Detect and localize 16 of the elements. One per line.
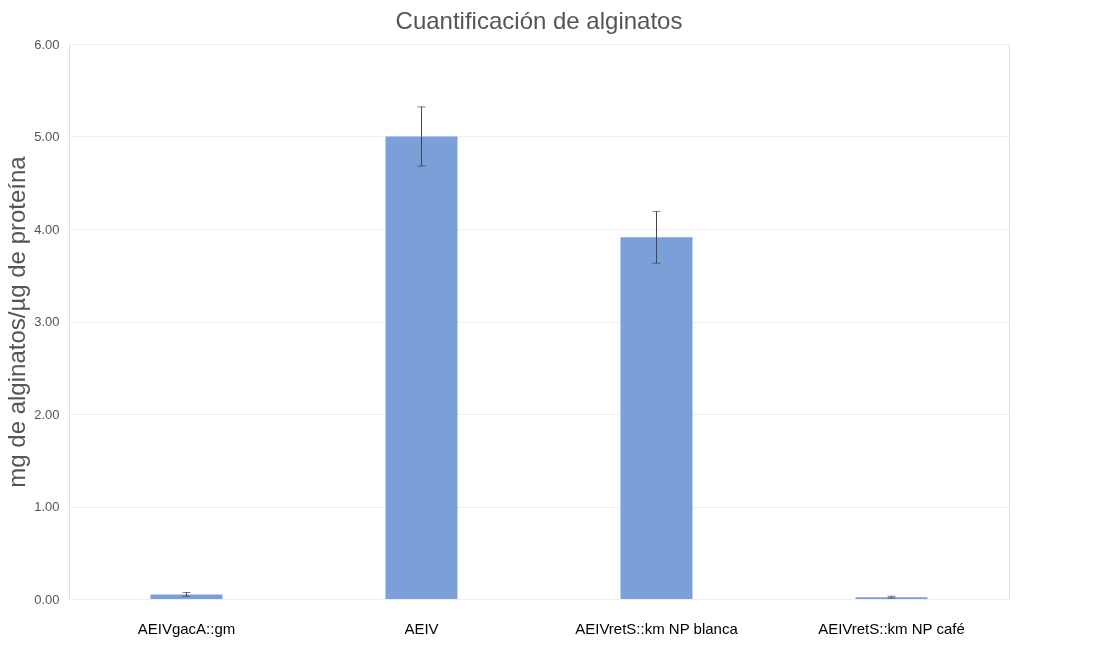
y-tick-label: 0.00 (34, 591, 60, 607)
bar (620, 237, 693, 599)
chart-title: Cuantificación de alginatos (395, 7, 683, 34)
y-tick-label: 5.00 (34, 129, 60, 144)
bar (150, 594, 223, 599)
x-tick-label: AEIV (404, 619, 439, 637)
y-tick-label: 4.00 (34, 221, 60, 237)
y-tick-label: 6.00 (34, 36, 60, 52)
x-tick-label: AEIVgacA::gm (137, 619, 236, 637)
y-tick-label: 2.00 (34, 406, 60, 422)
x-tick-label: AEIVretS::km NP blanca (575, 619, 739, 637)
bar (385, 136, 458, 599)
y-tick-label: 3.00 (34, 314, 60, 329)
y-axis-title: mg de alginatos/µg de proteína (3, 155, 31, 488)
y-tick-label: 1.00 (34, 499, 60, 514)
x-tick-label: AEIVretS::km NP café (818, 619, 965, 637)
